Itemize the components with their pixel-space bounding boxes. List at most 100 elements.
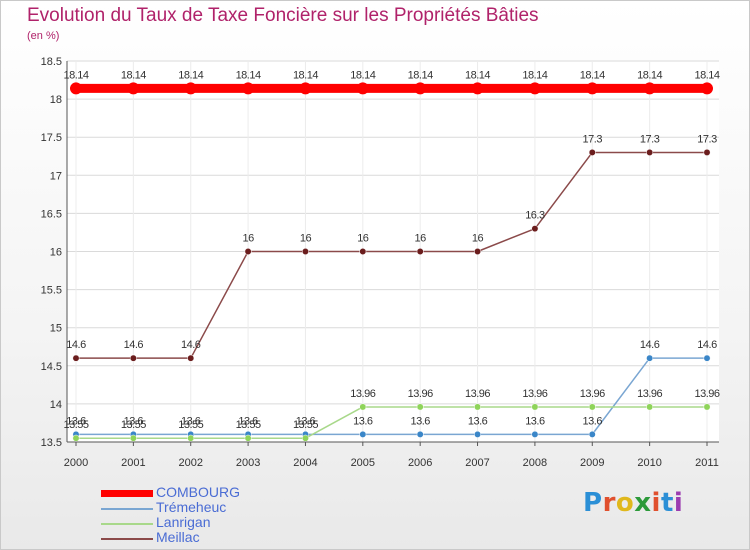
logo-letter: i (673, 488, 684, 518)
data-point (646, 148, 654, 156)
y-tick-label: 15 (50, 323, 62, 335)
data-label: 16 (300, 233, 312, 245)
series-line-meillac (76, 151, 707, 359)
y-tick-label: 16 (50, 247, 62, 259)
proxiti-logo: Proxiti (583, 488, 683, 518)
data-point (184, 82, 197, 95)
data-label: 18.14 (694, 69, 719, 81)
data-label: 18.14 (350, 69, 375, 81)
data-label: 13.55 (63, 419, 88, 431)
y-tick-label: 17 (50, 170, 62, 182)
y-tick-label: 18.5 (41, 56, 62, 68)
y-tick-label: 14.5 (41, 361, 62, 373)
data-point (531, 403, 539, 411)
y-tick-label: 13.5 (41, 437, 62, 449)
data-label: 18.14 (178, 69, 203, 81)
x-tick-label: 2007 (465, 457, 489, 469)
x-tick-label: 2009 (580, 457, 604, 469)
data-point (643, 82, 656, 95)
x-tick-label: 2003 (236, 457, 260, 469)
data-point (359, 430, 367, 438)
legend-item: COMBOURG (101, 484, 361, 500)
data-label: 13.6 (66, 415, 86, 427)
data-label: 13.96 (522, 388, 547, 400)
data-label: 13.96 (694, 388, 719, 400)
data-point (299, 82, 312, 95)
x-tick-label: 2005 (351, 457, 375, 469)
data-label: 16 (357, 233, 369, 245)
series-line-lanrigan (76, 406, 707, 439)
y-tick-label: 18 (50, 94, 62, 106)
series-line-trémeheuc (76, 357, 707, 436)
data-label: 13.6 (296, 415, 316, 427)
data-point (356, 82, 369, 95)
data-label: 17.3 (640, 133, 660, 145)
data-point (129, 434, 137, 442)
data-label: 18.14 (121, 69, 146, 81)
data-label: 13.96 (580, 388, 605, 400)
y-tick-label: 17.5 (41, 132, 62, 144)
data-label: 13.6 (238, 415, 258, 427)
data-label: 14.6 (181, 339, 201, 351)
data-label: 17.3 (583, 133, 603, 145)
data-label: 13.55 (293, 419, 318, 431)
data-label: 18.14 (236, 69, 261, 81)
chart-unit: (en %) (27, 30, 60, 42)
data-label: 18.14 (580, 69, 605, 81)
x-tick-label: 2000 (64, 457, 88, 469)
data-label-layer: 18.14 18.14 18.14 18.14 18.14 18.14 18.14 18.14… (63, 69, 720, 431)
data-point (586, 82, 599, 95)
data-label: 17.3 (697, 133, 717, 145)
x-tick-label: 2010 (637, 457, 661, 469)
data-point (416, 403, 424, 411)
data-point (646, 403, 654, 411)
legend-label: COMBOURG (156, 484, 240, 500)
data-point (359, 403, 367, 411)
data-label: 16 (415, 233, 427, 245)
series-layer (70, 82, 713, 442)
data-point (646, 354, 654, 362)
data-label: 13.55 (178, 419, 203, 431)
data-label: 18.14 (408, 69, 433, 81)
data-point (474, 430, 481, 438)
logo-letter: P (583, 488, 603, 518)
data-label: 16 (242, 233, 254, 245)
y-tick-label: 15.5 (41, 285, 62, 297)
data-point (703, 148, 711, 156)
data-point (531, 430, 539, 438)
data-label: 18.14 (637, 69, 662, 81)
data-point (531, 225, 539, 233)
data-point (528, 82, 541, 95)
data-point (359, 248, 367, 255)
data-point (416, 248, 424, 255)
data-label: 16 (472, 233, 484, 245)
data-point (414, 82, 427, 95)
x-tick-label: 2002 (178, 457, 202, 469)
x-tick-label: 2008 (523, 457, 547, 469)
data-label: 13.6 (181, 415, 201, 427)
data-label: 13.55 (236, 419, 261, 431)
x-tick-label: 2006 (408, 457, 432, 469)
data-label: 13.6 (525, 415, 545, 427)
data-point (703, 354, 711, 362)
logo-letter: r (602, 488, 616, 518)
data-label: 14.6 (640, 339, 660, 351)
data-point (242, 82, 255, 95)
data-point (187, 354, 195, 362)
data-label: 18.14 (63, 69, 88, 81)
x-tick-label: 2011 (695, 457, 719, 469)
data-point (474, 403, 481, 411)
data-point (471, 82, 484, 95)
data-point (588, 430, 596, 438)
data-label: 14.6 (124, 339, 144, 351)
data-point (244, 434, 252, 442)
legend-swatch (101, 490, 153, 497)
legend-item: Meillac (101, 529, 361, 545)
data-point (703, 403, 711, 411)
data-label: 13.6 (468, 415, 488, 427)
x-tick-label: 2001 (121, 457, 145, 469)
data-label: 13.6 (583, 415, 603, 427)
data-point (474, 248, 481, 255)
